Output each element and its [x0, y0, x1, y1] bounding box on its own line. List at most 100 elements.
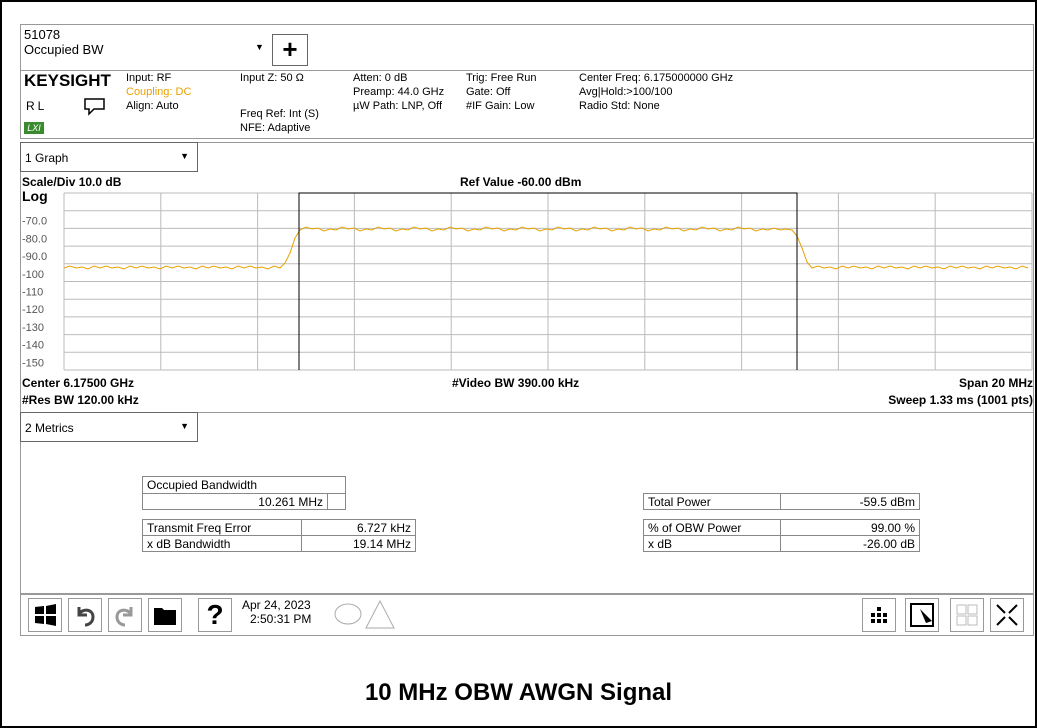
- graph-selector[interactable]: 1 Graph ▼: [20, 142, 198, 172]
- date: Apr 24, 2023: [242, 598, 311, 612]
- info-text: Radio Std: None: [579, 100, 660, 112]
- layout-dots: [871, 607, 887, 623]
- metric-label: Total Power: [643, 493, 781, 510]
- mode-dropdown-arrow[interactable]: ▼: [255, 42, 264, 52]
- metric-label: Transmit Freq Error: [142, 519, 302, 536]
- y-label: -90.0: [22, 251, 47, 263]
- collapse-arrows: [996, 604, 1018, 626]
- graph-selector-label: 1 Graph: [25, 151, 69, 165]
- rl-indicator: RL: [26, 99, 48, 113]
- split-cell: [967, 604, 978, 615]
- metrics-selector-label: 2 Metrics: [25, 421, 74, 435]
- info-text: Avg|Hold:>100/100: [579, 86, 673, 98]
- measurement-mode[interactable]: Occupied BW: [24, 42, 104, 57]
- windows-logo: [35, 604, 56, 626]
- info-text: Trig: Free Run: [466, 72, 537, 84]
- caption: 10 MHz OBW AWGN Signal: [364, 679, 673, 706]
- metrics-panel: [20, 412, 1034, 594]
- y-label: -100: [22, 269, 44, 281]
- y-label: -80.0: [22, 233, 47, 245]
- info-text: Center Freq: 6.175000000 GHz: [579, 72, 734, 84]
- info-text: Input: RF: [126, 72, 172, 84]
- obw-label: Occupied Bandwidth: [142, 476, 346, 493]
- obw-unit-cell: [327, 493, 346, 510]
- sweep: Sweep 1.33 ms (1001 pts): [888, 393, 1033, 407]
- metric-label: % of OBW Power: [643, 519, 781, 536]
- spectrum-plot: Log -70.0 -80.0 -90.0 -100 -110 -120 -130 -140 -1…: [22, 188, 1033, 371]
- info-text: #IF Gain: Low: [466, 100, 535, 112]
- message-icon[interactable]: [82, 96, 108, 116]
- y-label: -70.0: [22, 216, 47, 228]
- metric-value: 99.00 %: [780, 519, 920, 536]
- y-label: -120: [22, 304, 44, 316]
- touch-hand: [920, 609, 932, 623]
- info-text: Align: Auto: [126, 100, 179, 112]
- file-button[interactable]: [148, 598, 182, 632]
- metric-value: -26.00 dB: [780, 535, 920, 552]
- redo-icon: [115, 607, 133, 627]
- notification-icons[interactable]: [332, 598, 396, 632]
- scale-label: Scale/Div 10.0 dB: [22, 175, 122, 189]
- lxi-badge: LXI: [24, 122, 44, 134]
- metric-label: x dB: [643, 535, 781, 552]
- center-freq: Center 6.17500 GHz: [22, 376, 135, 390]
- layout-button[interactable]: [862, 598, 896, 632]
- y-label: -110: [22, 287, 43, 299]
- layout-icon: [871, 607, 887, 623]
- graph-panel: [20, 142, 1034, 414]
- chat-bubble: [334, 603, 362, 625]
- touch-frame: [910, 603, 934, 627]
- help-button[interactable]: ?: [198, 598, 232, 632]
- res-bw: #Res BW 120.00 kHz: [22, 393, 139, 407]
- undo-button[interactable]: [68, 598, 102, 632]
- windows-icon: [35, 604, 56, 626]
- info-text: Input Z: 50 Ω: [240, 72, 304, 84]
- grid: [63, 192, 1033, 371]
- trace: [63, 226, 1029, 270]
- collapse-button[interactable]: [990, 598, 1024, 632]
- info-text: Coupling: DC: [126, 86, 192, 98]
- info-text: Preamp: 44.0 GHz: [353, 86, 445, 98]
- span: Span 20 MHz: [958, 376, 1033, 390]
- folder-icon: [154, 608, 176, 625]
- info-text: Gate: Off: [466, 86, 511, 98]
- metric-value: -59.5 dBm: [780, 493, 920, 510]
- info-text: µW Path: LNP, Off: [353, 100, 443, 112]
- y-label: -130: [22, 322, 44, 334]
- time: 2:50:31 PM: [250, 612, 312, 626]
- y-labels: Log -70.0 -80.0 -90.0 -100 -110 -120 -130 -140 -1…: [22, 188, 48, 369]
- dropdown-arrow: ▼: [180, 421, 189, 431]
- obw-markers: [298, 192, 798, 370]
- folder-shape: [154, 608, 176, 625]
- collapse-icon: [996, 604, 1018, 626]
- metrics-selector[interactable]: 2 Metrics ▼: [20, 412, 198, 442]
- obw-value: 10.261 MHz: [142, 493, 328, 510]
- touch-button[interactable]: [905, 598, 939, 632]
- split-button[interactable]: [950, 598, 984, 632]
- ref-value: Ref Value -60.00 dBm: [460, 175, 582, 189]
- title-bar: [20, 24, 1034, 72]
- split-icon: [956, 604, 978, 626]
- touch-icon: [910, 603, 934, 627]
- metric-label: x dB Bandwidth: [142, 535, 302, 552]
- metric-value: 6.727 kHz: [301, 519, 416, 536]
- measurement-id: 51078: [24, 27, 61, 42]
- windows-button[interactable]: [28, 598, 62, 632]
- info-text: Atten: 0 dB: [353, 72, 408, 84]
- redo-button[interactable]: [108, 598, 142, 632]
- add-button[interactable]: +: [272, 34, 308, 66]
- warning-triangle: [365, 599, 395, 629]
- dropdown-arrow: ▼: [180, 151, 189, 161]
- info-bar: [20, 70, 1034, 139]
- split-cell: [967, 615, 978, 626]
- info-text: NFE: Adaptive: [240, 122, 311, 134]
- y-label: Log: [22, 188, 48, 204]
- y-label: -150: [22, 357, 44, 369]
- info-text: Freq Ref: Int (S): [240, 108, 319, 120]
- brand: KEYSIGHT: [24, 71, 111, 90]
- split-cell: [956, 604, 967, 615]
- video-bw: #Video BW 390.00 kHz: [452, 376, 580, 390]
- y-label: -140: [22, 340, 44, 352]
- message-icon-shape: [84, 98, 105, 116]
